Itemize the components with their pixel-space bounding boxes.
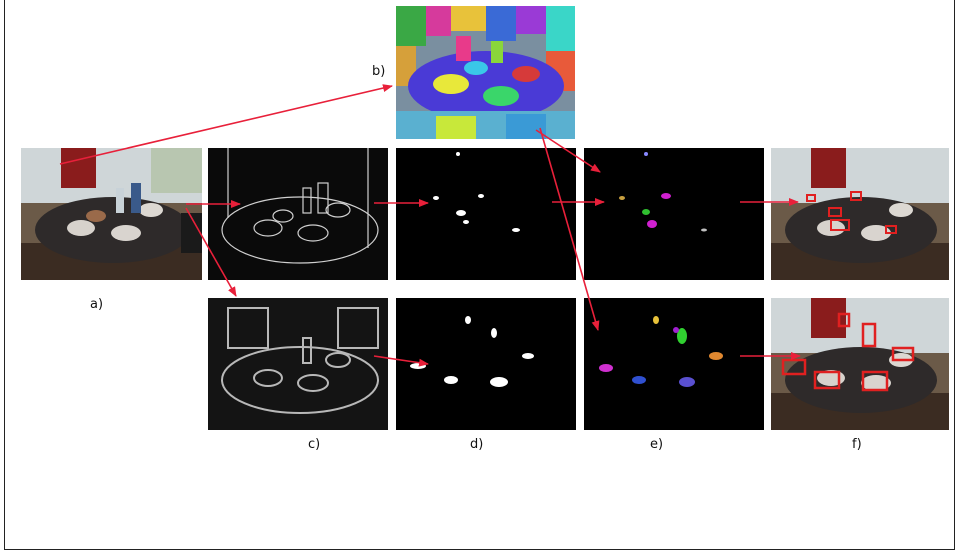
arrow-a-to-b: [59, 84, 393, 165]
arrow-c-to-d-bottom: [373, 355, 429, 367]
detections-top: [771, 148, 949, 280]
photo-original: [21, 148, 202, 280]
figure-frame: [4, 0, 955, 550]
arrow-b-to-e-bottom: [539, 127, 600, 331]
label-e: e): [650, 437, 664, 452]
detections-bottom: [771, 298, 949, 430]
label-b: b): [372, 64, 386, 79]
label-a: a): [90, 297, 104, 312]
edge-map-top: [208, 148, 388, 280]
regions-top: [584, 148, 764, 280]
label-d: d): [470, 437, 484, 452]
mask-top: [396, 148, 576, 280]
label-c: c): [308, 437, 321, 452]
arrow-a-to-c-bottom: [185, 207, 237, 297]
arrow-b-to-e-top: [535, 129, 601, 173]
label-f: f): [852, 437, 862, 452]
edge-map-bottom: [208, 298, 388, 430]
superpixel-segmentation: [396, 6, 575, 139]
regions-bottom: [584, 298, 764, 430]
